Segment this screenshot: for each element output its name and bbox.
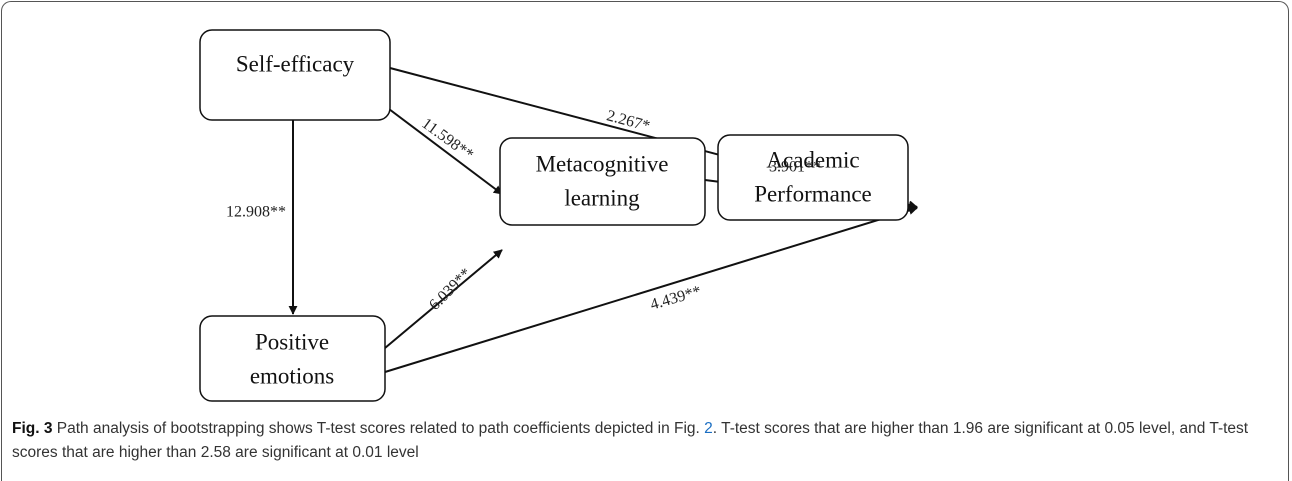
- node-label: learning: [564, 185, 640, 210]
- node-label: Self-efficacy: [236, 51, 355, 76]
- node-label: emotions: [250, 363, 334, 388]
- node-box: [717, 134, 909, 221]
- caption-text: Path analysis of bootstrapping shows T-t…: [52, 420, 705, 437]
- node-label: Positive: [255, 329, 329, 354]
- edge: [384, 206, 918, 373]
- edge-label: 12.908**: [226, 204, 286, 221]
- edge-label: 6.039**: [426, 265, 475, 314]
- edge: [384, 105, 503, 195]
- caption: Fig. 3 Path analysis of bootstrapping sh…: [12, 417, 1280, 465]
- caption-label: Fig. 3: [12, 420, 53, 437]
- node-label: Academic: [766, 147, 859, 172]
- edge-label: 3.901**: [769, 159, 821, 176]
- node-label: Metacognitive: [536, 151, 669, 176]
- edge-label: 11.598**: [418, 115, 476, 164]
- figure-link[interactable]: 2: [704, 420, 713, 437]
- node-box: [499, 137, 706, 226]
- edge: [384, 249, 503, 349]
- node-label: Performance: [754, 181, 872, 206]
- diagram: Self-efficacy Metacognitive learning Aca…: [199, 29, 918, 402]
- node-box: [199, 315, 386, 402]
- node-box: [199, 29, 391, 121]
- caption-text: . T-test scores that are higher than 1.9…: [12, 420, 1249, 461]
